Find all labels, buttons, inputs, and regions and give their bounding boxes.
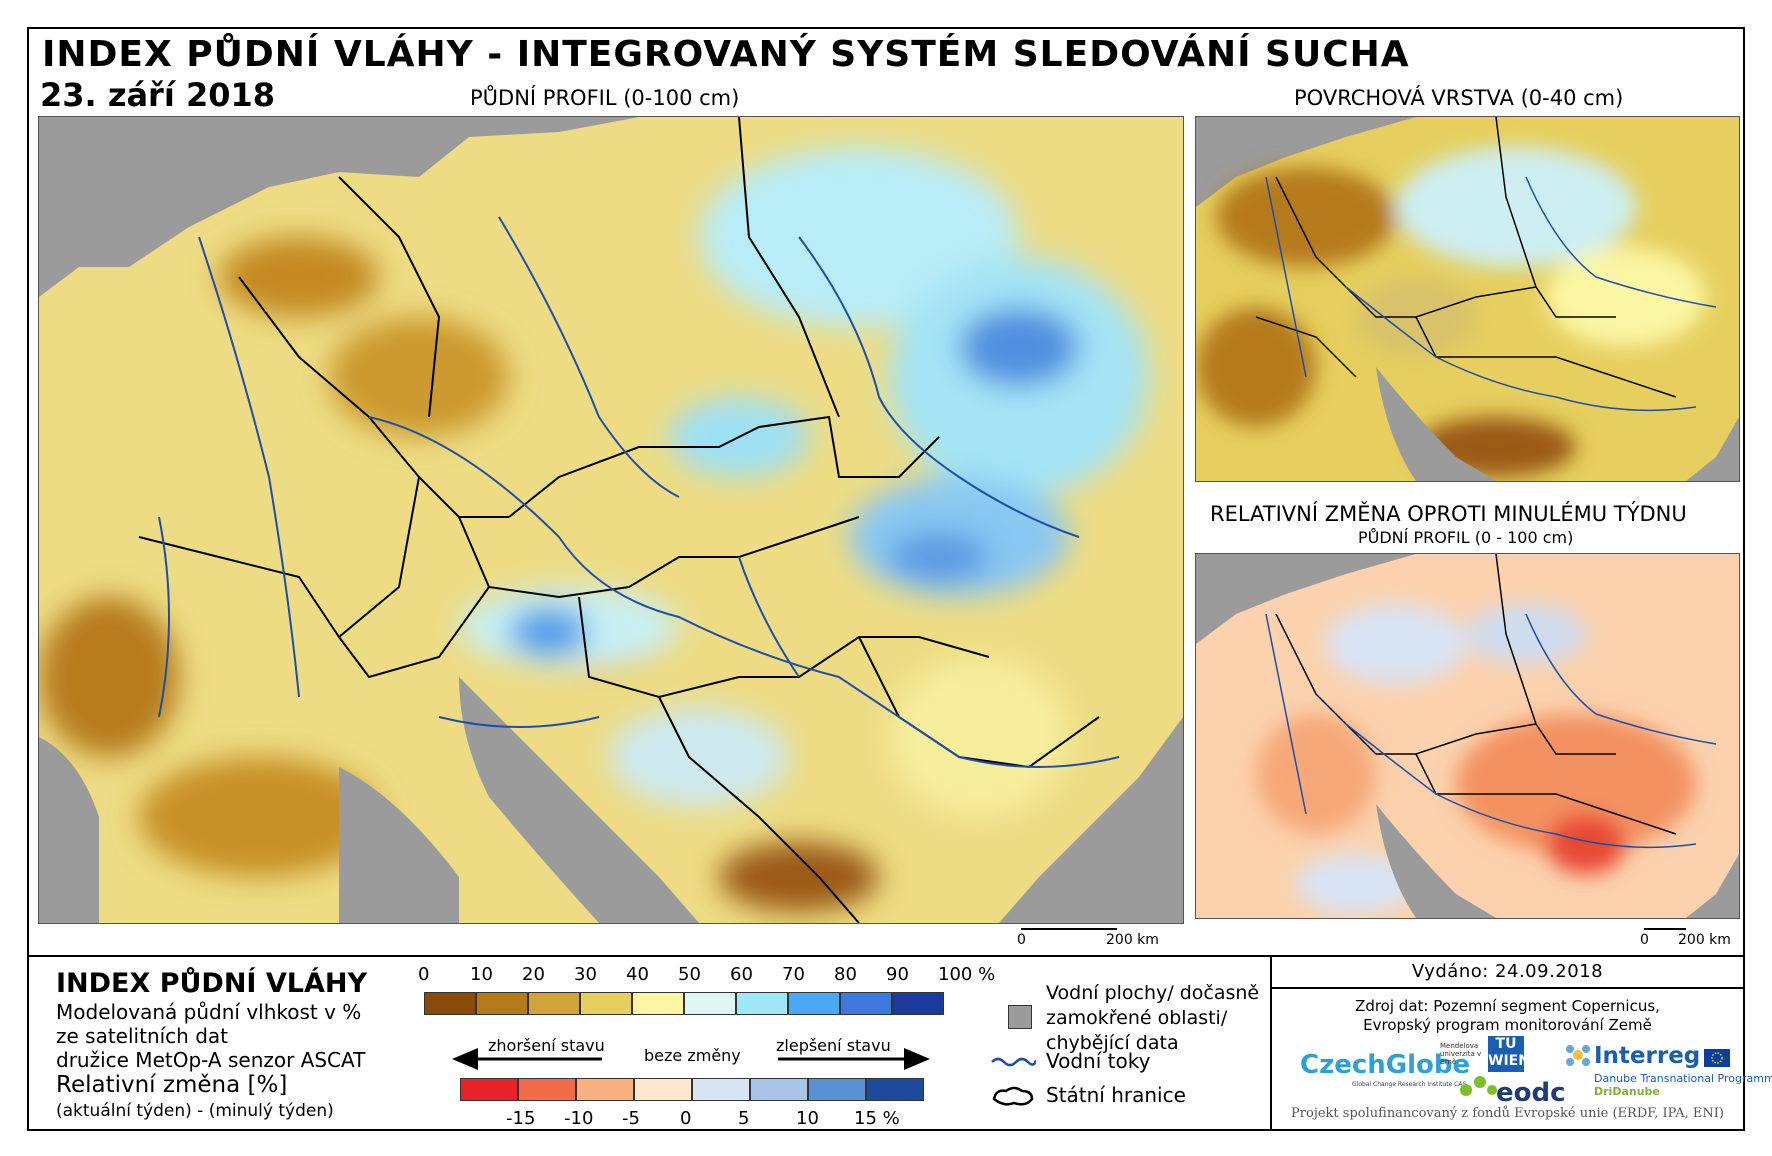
change-tick-label: 0: [680, 1108, 692, 1129]
index-color-swatch: [632, 992, 684, 1015]
czechglobe-logo: CzechGlobe: [1300, 1050, 1471, 1080]
river-symbol: [991, 1057, 1036, 1067]
better-label: zlepšení stavu: [776, 1036, 891, 1055]
surface-moisture-map: [1195, 116, 1740, 482]
index-color-swatch: [892, 992, 944, 1015]
change-tick-label: -15: [506, 1108, 536, 1129]
eu-flag-icon: [1704, 1049, 1730, 1067]
main-map-label: PŮDNÍ PROFIL (0-100 cm): [470, 86, 740, 110]
change-tick-label: 5: [738, 1108, 750, 1129]
eodc-logo: eodc: [1496, 1078, 1566, 1108]
footer-divider: [1270, 955, 1272, 1131]
change-arrows: [452, 1048, 930, 1070]
index-color-swatch: [528, 992, 580, 1015]
index-color-swatch: [424, 992, 476, 1015]
main-scale-bar: [1021, 928, 1117, 930]
main-scale-end: 200 km: [1106, 932, 1159, 948]
mendel-dots-icon: [1460, 1076, 1497, 1096]
source-line-2: Evropský program monitorování Země: [1363, 1016, 1652, 1034]
issued-date: Vydáno: 24.09.2018: [1411, 961, 1604, 982]
index-color-swatch: [476, 992, 528, 1015]
czechglobe-logo-sub: Global Change Research Institute CAS: [1352, 1081, 1467, 1088]
index-tick-label: 100 %: [938, 964, 996, 985]
change-color-swatch: [518, 1078, 576, 1101]
change-tick-label: 15 %: [854, 1108, 900, 1129]
source-line-1: Zdroj dat: Pozemní segment Copernicus,: [1355, 997, 1660, 1015]
border-symbol: [992, 1086, 1034, 1106]
legend-desc-1: Modelovaná půdní vlhkost v %: [56, 1000, 362, 1024]
change-color-swatch: [634, 1078, 692, 1101]
index-tick-label: 30: [574, 964, 597, 985]
map-date: 23. září 2018: [40, 76, 275, 114]
index-tick-label: 20: [522, 964, 545, 985]
interreg-logo: Interreg: [1594, 1043, 1701, 1069]
index-color-swatch: [840, 992, 892, 1015]
tu-wien-logo: TU WIEN: [1488, 1036, 1530, 1072]
main-scale-zero: 0: [1017, 932, 1026, 948]
legend-change-desc: (aktuální týden) - (minulý týden): [56, 1101, 334, 1121]
water-swatch: [1008, 1005, 1032, 1029]
legend-divider: [27, 955, 1745, 957]
index-tick-label: 90: [886, 964, 909, 985]
nochange-label: beze změny: [644, 1046, 741, 1065]
index-color-swatch: [580, 992, 632, 1015]
change-scale-zero: 0: [1640, 932, 1649, 948]
index-color-swatch: [788, 992, 840, 1015]
index-tick-label: 60: [730, 964, 753, 985]
change-scale-end: 200 km: [1678, 932, 1731, 948]
relative-change-map: [1195, 553, 1740, 919]
change-tick-label: 10: [796, 1108, 819, 1129]
main-soil-moisture-map: [38, 116, 1184, 924]
change-color-swatch: [866, 1078, 924, 1101]
change-tick-label: -5: [622, 1108, 640, 1129]
rivers-label: Vodní toky: [1046, 1049, 1151, 1073]
index-tick-label: 70: [782, 964, 805, 985]
change-map-label: RELATIVNÍ ZMĚNA OPROTI MINULÉMU TÝDNU: [1210, 502, 1687, 526]
borders-label: Státní hranice: [1046, 1083, 1186, 1107]
legend-change-title: Relativní změna [%]: [56, 1072, 288, 1098]
change-color-swatch: [808, 1078, 866, 1101]
change-color-swatch: [692, 1078, 750, 1101]
index-color-swatch: [736, 992, 788, 1015]
index-tick-label: 40: [626, 964, 649, 985]
interreg-logo-sub: Danube Transnational Programme: [1594, 1072, 1772, 1085]
worse-label: zhoršení stavu: [488, 1036, 605, 1055]
change-scale-bar: [1644, 928, 1686, 930]
change-color-swatch: [460, 1078, 518, 1101]
index-tick-label: 50: [678, 964, 701, 985]
legend-desc-2: ze satelitních dat: [56, 1024, 228, 1048]
change-color-swatch: [750, 1078, 808, 1101]
poster-frame: [27, 27, 1745, 1131]
funding-note: Projekt spolufinancovaný z fondů Evropsk…: [1291, 1106, 1724, 1121]
index-tick-label: 0: [418, 964, 430, 985]
index-tick-label: 80: [834, 964, 857, 985]
dridanube-logo: DriDanube: [1594, 1085, 1660, 1098]
surface-map-label: POVRCHOVÁ VRSTVA (0-40 cm): [1294, 86, 1624, 110]
page-title: INDEX PŮDNÍ VLÁHY - INTEGROVANÝ SYSTÉM S…: [42, 34, 1410, 75]
legend-title: INDEX PŮDNÍ VLÁHY: [56, 968, 368, 999]
legend-desc-3: družice MetOp-A senzor ASCAT: [56, 1048, 366, 1072]
change-tick-label: -10: [564, 1108, 594, 1129]
interreg-flower-icon: [1566, 1045, 1590, 1066]
change-map-sublabel: PŮDNÍ PROFIL (0 - 100 cm): [1358, 528, 1574, 547]
water-label: Vodní plochy/ dočasně zamokřené oblasti/…: [1046, 982, 1260, 1054]
mendel-logo: Mendelova univerzita v Brně: [1440, 1042, 1482, 1066]
issued-box: Vydáno: 24.09.2018: [1270, 955, 1745, 989]
change-color-swatch: [576, 1078, 634, 1101]
index-tick-label: 10: [470, 964, 493, 985]
index-color-swatch: [684, 992, 736, 1015]
